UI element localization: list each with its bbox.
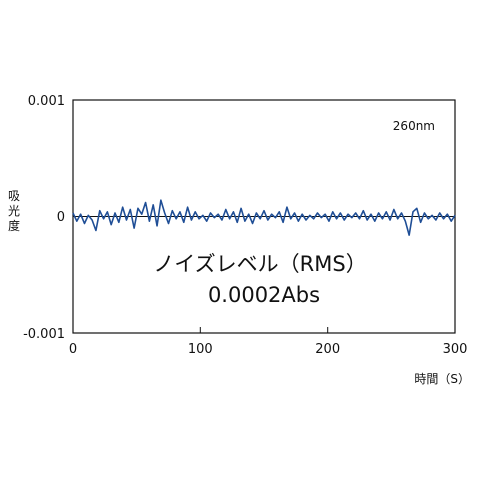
y-tick-label-zero: 0 [57, 210, 65, 225]
y-axis-title: 吸光度 [8, 189, 20, 233]
x-tick-label-0: 0 [69, 342, 77, 357]
y-tick-label-top: 0.001 [28, 94, 65, 109]
series-line-0 [72, 199, 456, 236]
annotation-noise-level: ノイズレベル（RMS） [153, 252, 366, 276]
x-axis: 0 100 200 300 [69, 327, 468, 357]
x-axis-title: 時間（S） [414, 372, 470, 386]
x-tick-label-300: 300 [443, 342, 468, 357]
y-tick-label-bottom: -0.001 [23, 327, 65, 342]
wavelength-label: 260nm [393, 119, 435, 133]
x-tick-label-100: 100 [188, 342, 213, 357]
y-axis: 0.001 0 -0.001 [23, 94, 79, 342]
annotation-rms-value: 0.0002Abs [208, 283, 320, 307]
series-layer [72, 199, 456, 236]
x-tick-label-200: 200 [315, 342, 340, 357]
